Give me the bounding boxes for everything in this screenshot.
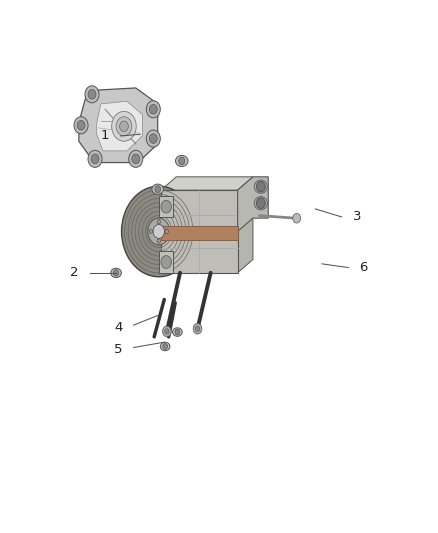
Text: 2: 2	[70, 266, 79, 279]
Circle shape	[112, 111, 136, 141]
Text: 1: 1	[101, 130, 110, 142]
Text: 4: 4	[114, 321, 123, 334]
Circle shape	[163, 344, 167, 350]
Circle shape	[129, 150, 143, 167]
Circle shape	[113, 270, 119, 276]
Circle shape	[146, 130, 160, 147]
Polygon shape	[159, 196, 173, 217]
Circle shape	[162, 326, 171, 337]
Circle shape	[193, 324, 202, 334]
Circle shape	[120, 121, 128, 132]
Circle shape	[165, 329, 169, 334]
Circle shape	[293, 213, 300, 223]
Circle shape	[149, 104, 157, 114]
Circle shape	[161, 256, 172, 269]
Ellipse shape	[111, 268, 121, 278]
Circle shape	[179, 157, 185, 165]
Ellipse shape	[152, 184, 163, 195]
Circle shape	[91, 154, 99, 164]
Circle shape	[257, 181, 265, 192]
Polygon shape	[161, 225, 237, 240]
Text: 6: 6	[359, 261, 368, 274]
Circle shape	[165, 229, 169, 233]
Circle shape	[77, 120, 85, 130]
Circle shape	[155, 185, 161, 193]
Circle shape	[116, 117, 132, 136]
Ellipse shape	[173, 328, 182, 336]
Text: 5: 5	[114, 343, 123, 356]
Circle shape	[157, 220, 160, 224]
Circle shape	[85, 86, 99, 103]
Polygon shape	[237, 177, 253, 273]
Circle shape	[153, 224, 164, 238]
Circle shape	[88, 150, 102, 167]
Circle shape	[175, 329, 180, 335]
Polygon shape	[159, 252, 173, 273]
Ellipse shape	[254, 180, 267, 193]
Ellipse shape	[176, 156, 188, 166]
Circle shape	[146, 101, 160, 118]
Circle shape	[157, 239, 160, 243]
Polygon shape	[96, 101, 142, 151]
Polygon shape	[237, 177, 268, 231]
Ellipse shape	[254, 197, 267, 210]
Circle shape	[257, 198, 265, 208]
Circle shape	[132, 154, 140, 164]
Circle shape	[148, 218, 170, 245]
Text: 3: 3	[353, 211, 361, 223]
Circle shape	[74, 117, 88, 134]
Circle shape	[161, 200, 172, 213]
Polygon shape	[161, 177, 253, 190]
Circle shape	[149, 134, 157, 143]
Circle shape	[121, 186, 196, 277]
Circle shape	[195, 326, 200, 332]
Polygon shape	[79, 88, 158, 163]
Circle shape	[88, 90, 96, 99]
Circle shape	[149, 229, 153, 233]
Ellipse shape	[160, 342, 170, 351]
Polygon shape	[161, 190, 237, 273]
